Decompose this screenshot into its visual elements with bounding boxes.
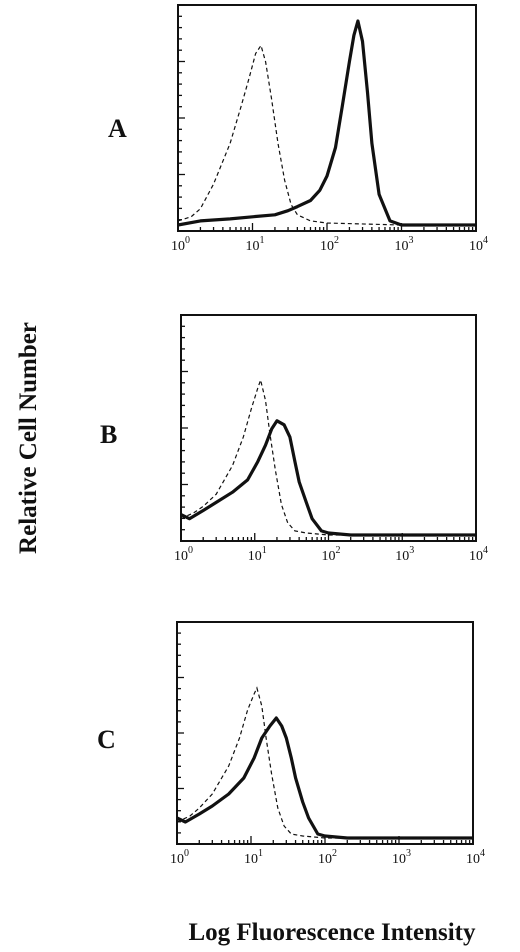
x-axis-ticks <box>180 533 477 541</box>
x-tick-label: 101 <box>244 848 263 867</box>
x-tick-label: 102 <box>320 235 339 254</box>
x-tick-label: 103 <box>395 235 414 254</box>
panel-label: A <box>108 114 127 143</box>
x-tick-label: 102 <box>318 848 337 867</box>
plot-frame <box>180 314 477 542</box>
x-axis-title: Log Fluorescence Intensity <box>188 919 476 946</box>
panel-C: C 100 101 102 103 104 <box>97 621 485 867</box>
panel-label: C <box>97 725 116 754</box>
x-tick-label: 104 <box>469 545 488 564</box>
x-tick-label: 104 <box>466 848 485 867</box>
solid-histogram-line <box>180 419 476 537</box>
x-tick-label: 100 <box>170 848 189 867</box>
x-tick-label: 103 <box>392 848 411 867</box>
solid-histogram-line <box>176 716 473 840</box>
x-tick-label: 100 <box>171 235 190 254</box>
plot-frame <box>176 621 474 845</box>
x-axis-ticks <box>176 836 474 844</box>
x-tick-label: 102 <box>322 545 341 564</box>
y-axis-title: Relative Cell Number <box>15 322 42 554</box>
solid-histogram-line <box>177 19 476 227</box>
x-tick-label: 101 <box>246 235 265 254</box>
dashed-histogram-line <box>180 377 476 536</box>
y-axis-ticks <box>181 314 188 542</box>
y-axis-ticks <box>178 4 185 232</box>
dashed-histogram-line <box>177 44 476 226</box>
x-tick-label: 104 <box>469 235 488 254</box>
panel-B: B 100 101 102 103 104 <box>100 314 488 564</box>
x-tick-label: 100 <box>174 545 193 564</box>
y-axis-ticks <box>177 621 184 845</box>
histogram-panels: A 100 101 102 103 104 B 100 101 102 103 104 C 100 101 1… <box>97 4 488 867</box>
dashed-histogram-line <box>176 686 473 839</box>
x-tick-label: 101 <box>248 545 267 564</box>
panel-A: A 100 101 102 103 104 <box>108 4 488 254</box>
plot-frame <box>177 4 477 232</box>
x-tick-label: 103 <box>395 545 414 564</box>
panel-label: B <box>100 420 117 449</box>
